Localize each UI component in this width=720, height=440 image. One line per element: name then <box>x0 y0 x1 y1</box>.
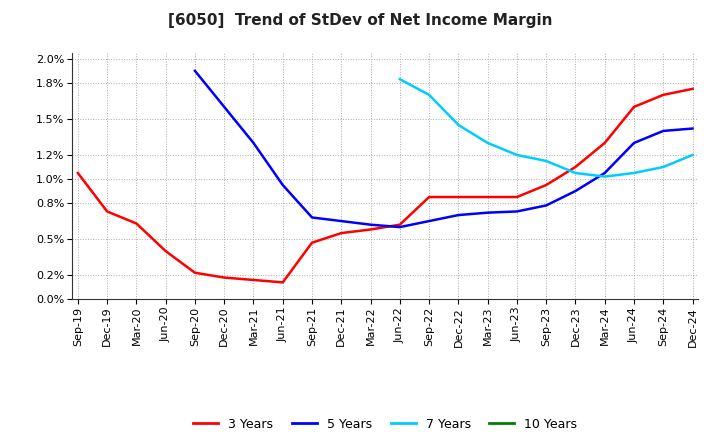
Text: [6050]  Trend of StDev of Net Income Margin: [6050] Trend of StDev of Net Income Marg… <box>168 13 552 28</box>
Legend: 3 Years, 5 Years, 7 Years, 10 Years: 3 Years, 5 Years, 7 Years, 10 Years <box>188 413 582 436</box>
